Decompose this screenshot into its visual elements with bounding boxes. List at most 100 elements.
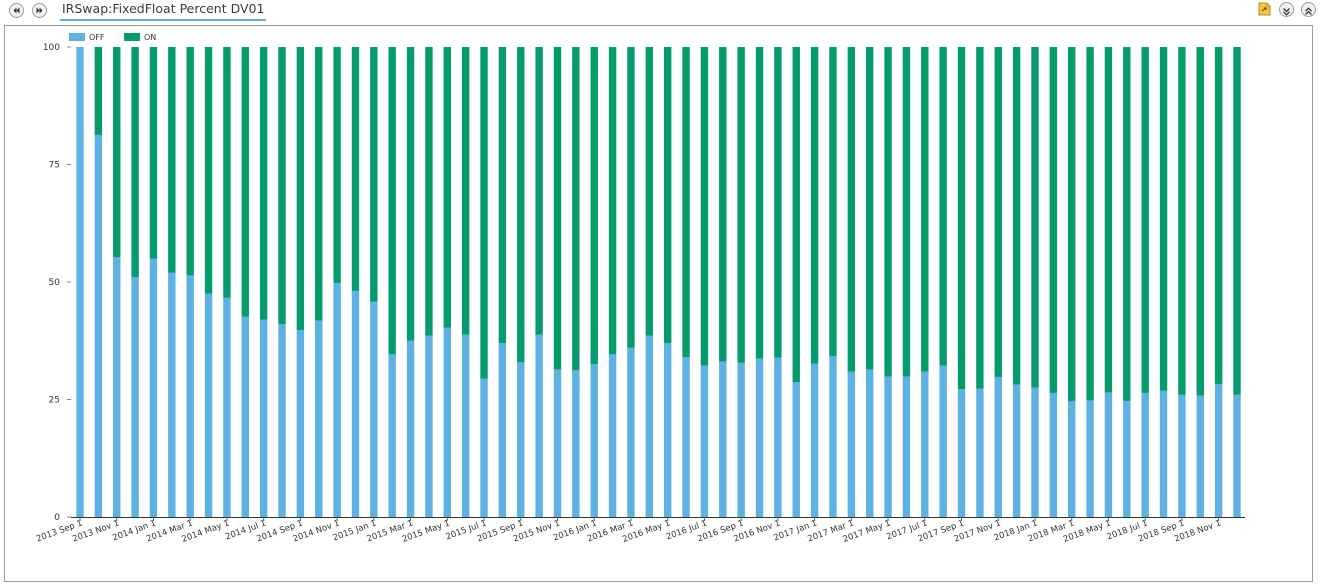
bar-on[interactable] xyxy=(1049,47,1058,393)
bar-on[interactable] xyxy=(1123,47,1131,401)
forward-icon[interactable] xyxy=(32,3,47,18)
bar-off[interactable] xyxy=(406,340,415,517)
bar-on[interactable] xyxy=(865,47,874,370)
page-title[interactable]: IRSwap:FixedFloat Percent DV01 xyxy=(60,1,267,21)
bar-off[interactable] xyxy=(976,388,984,517)
bar-off[interactable] xyxy=(94,134,103,517)
bar-on[interactable] xyxy=(1159,47,1168,391)
bar-on[interactable] xyxy=(553,47,562,370)
bar-off[interactable] xyxy=(810,363,819,517)
bar-on[interactable] xyxy=(994,47,1002,377)
bar-on[interactable] xyxy=(1086,47,1094,401)
bar-off[interactable] xyxy=(517,362,525,517)
bar-off[interactable] xyxy=(1123,400,1131,517)
bar-on[interactable] xyxy=(829,47,837,357)
bar-on[interactable] xyxy=(921,47,929,372)
bar-on[interactable] xyxy=(498,47,507,344)
bar-on[interactable] xyxy=(957,47,966,390)
bar-on[interactable] xyxy=(406,47,415,341)
bar-off[interactable] xyxy=(1049,392,1058,517)
bar-off[interactable] xyxy=(113,257,121,517)
bar-off[interactable] xyxy=(388,354,396,517)
bar-on[interactable] xyxy=(296,47,305,330)
bar-on[interactable] xyxy=(259,47,268,320)
bar-off[interactable] xyxy=(737,362,745,517)
bar-off[interactable] xyxy=(333,282,341,517)
bar-off[interactable] xyxy=(902,376,911,517)
bar-on[interactable] xyxy=(131,47,139,278)
bar-off[interactable] xyxy=(259,319,268,517)
bar-on[interactable] xyxy=(1178,47,1186,395)
bar-off[interactable] xyxy=(1104,392,1113,517)
bar-off[interactable] xyxy=(792,382,800,517)
bar-on[interactable] xyxy=(223,47,231,298)
bar-on[interactable] xyxy=(370,47,378,302)
bar-off[interactable] xyxy=(370,301,378,517)
bar-off[interactable] xyxy=(204,293,213,517)
bar-off[interactable] xyxy=(241,316,249,517)
export-icon[interactable] xyxy=(1257,1,1273,17)
bar-on[interactable] xyxy=(1012,47,1021,385)
bar-on[interactable] xyxy=(388,47,396,355)
bar-off[interactable] xyxy=(572,370,580,517)
bar-on[interactable] xyxy=(168,47,176,273)
bar-on[interactable] xyxy=(278,47,286,325)
bar-off[interactable] xyxy=(535,334,543,517)
bar-on[interactable] xyxy=(425,47,433,336)
bar-off[interactable] xyxy=(278,324,286,517)
bar-on[interactable] xyxy=(1068,47,1076,402)
bar-on[interactable] xyxy=(682,47,690,358)
bar-off[interactable] xyxy=(315,320,323,517)
legend-item-on[interactable]: ON xyxy=(124,33,156,43)
bar-on[interactable] xyxy=(627,47,635,348)
bar-off[interactable] xyxy=(1141,392,1149,517)
bar-off[interactable] xyxy=(1178,394,1186,517)
bar-off[interactable] xyxy=(296,329,305,517)
bar-on[interactable] xyxy=(719,47,727,362)
bar-off[interactable] xyxy=(663,343,672,517)
bar-off[interactable] xyxy=(1086,400,1094,517)
bar-off[interactable] xyxy=(1214,383,1223,517)
bar-off[interactable] xyxy=(829,356,837,517)
bar-off[interactable] xyxy=(627,347,635,517)
bar-off[interactable] xyxy=(131,277,139,517)
bar-on[interactable] xyxy=(737,47,745,363)
bar-on[interactable] xyxy=(608,47,617,355)
bar-off[interactable] xyxy=(1012,384,1021,517)
bar-off[interactable] xyxy=(884,376,892,517)
bar-on[interactable] xyxy=(204,47,213,294)
bar-on[interactable] xyxy=(94,47,103,135)
bar-off[interactable] xyxy=(168,272,176,517)
bar-on[interactable] xyxy=(939,47,947,366)
bar-off[interactable] xyxy=(1233,394,1241,517)
bar-on[interactable] xyxy=(1214,47,1223,384)
bar-on[interactable] xyxy=(315,47,323,321)
bar-off[interactable] xyxy=(1068,401,1076,517)
bar-on[interactable] xyxy=(461,47,470,335)
bar-off[interactable] xyxy=(1031,387,1039,517)
bar-on[interactable] xyxy=(976,47,984,389)
bar-off[interactable] xyxy=(186,275,194,517)
bar-on[interactable] xyxy=(149,47,158,259)
bar-on[interactable] xyxy=(1104,47,1113,393)
bar-on[interactable] xyxy=(113,47,121,258)
bar-off[interactable] xyxy=(939,365,947,517)
bar-on[interactable] xyxy=(590,47,598,365)
bar-on[interactable] xyxy=(902,47,911,377)
bar-off[interactable] xyxy=(480,378,488,517)
bar-off[interactable] xyxy=(755,358,764,517)
bar-on[interactable] xyxy=(700,47,709,366)
bar-off[interactable] xyxy=(443,327,452,517)
bar-off[interactable] xyxy=(865,369,874,517)
bar-off[interactable] xyxy=(149,258,158,518)
bar-on[interactable] xyxy=(810,47,819,364)
bar-on[interactable] xyxy=(517,47,525,363)
collapse-icon[interactable] xyxy=(1279,2,1294,17)
expand-icon[interactable] xyxy=(1301,2,1316,17)
bar-off[interactable] xyxy=(76,47,84,517)
bar-off[interactable] xyxy=(223,297,231,517)
bar-off[interactable] xyxy=(351,290,360,517)
bar-off[interactable] xyxy=(682,357,690,517)
bar-on[interactable] xyxy=(884,47,892,377)
bar-on[interactable] xyxy=(572,47,580,371)
